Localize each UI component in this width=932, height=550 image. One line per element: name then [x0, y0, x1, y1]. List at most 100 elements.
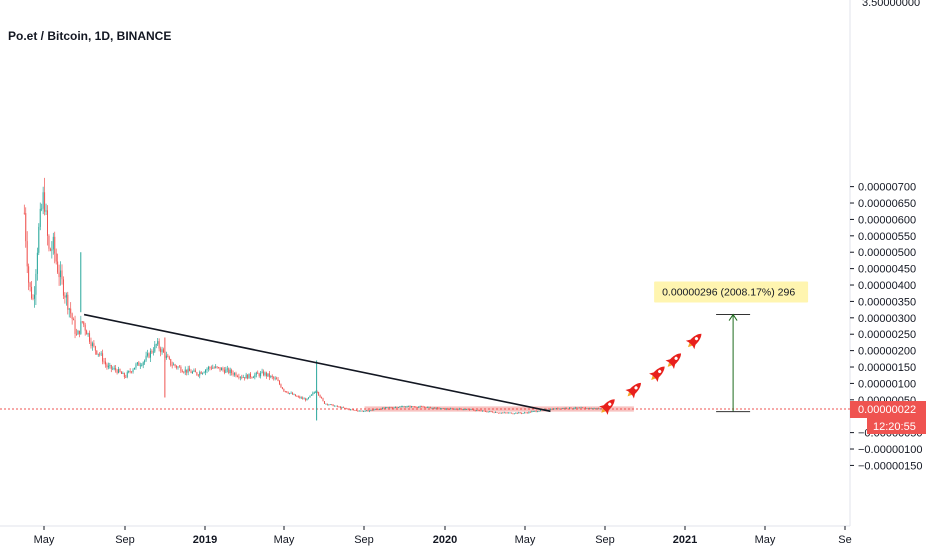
candle-body [161, 349, 163, 353]
time-axis[interactable]: May Sep 2019 May Sep 2020 May Sep 2021 May Se [34, 526, 852, 546]
x-tick-label: May [755, 534, 776, 546]
candle-body [290, 392, 292, 394]
candle-body [545, 409, 547, 410]
candle-body [104, 361, 106, 365]
candle-body [334, 405, 336, 407]
candle-body [81, 321, 83, 323]
candle-body [268, 373, 270, 378]
candle-body [155, 344, 157, 346]
candle-body [537, 411, 539, 413]
x-tick-label: May [515, 534, 536, 546]
candle-body [535, 410, 537, 412]
candle-body [331, 404, 333, 406]
candle-body [550, 409, 552, 410]
candle-body [91, 343, 93, 347]
candle-body [332, 404, 334, 407]
candle-body [228, 368, 230, 373]
rocket-body [628, 382, 641, 396]
candle-body [458, 408, 460, 410]
candle-body [461, 409, 463, 410]
candle-body [157, 341, 159, 345]
candle-body [503, 412, 505, 414]
candle-body [519, 412, 521, 414]
candle-body [350, 409, 352, 411]
candle-body [357, 410, 359, 412]
candle-body [260, 372, 262, 377]
candle-body [73, 319, 75, 321]
candle-body [276, 378, 278, 380]
candle-body [492, 411, 494, 413]
candle-body [373, 409, 375, 411]
candle-body [245, 374, 247, 379]
candle-body [219, 367, 221, 371]
y-tick-label: 0.00000500 [858, 247, 916, 259]
candle-body [94, 346, 96, 351]
candle-body [122, 373, 124, 374]
candle-body [444, 408, 446, 410]
candle-body [102, 353, 104, 362]
candle-body [365, 410, 367, 412]
candle-body [557, 408, 559, 410]
candle-body [510, 412, 512, 414]
candle-body [210, 367, 212, 369]
candle-body [209, 367, 211, 368]
candle-body [447, 408, 449, 410]
candle-body [68, 308, 70, 310]
candle-body [451, 408, 453, 410]
candle-body [322, 398, 324, 402]
candle-body [162, 349, 164, 353]
candle-body [476, 410, 478, 412]
y-tick-label: 0.00000350 [858, 296, 916, 308]
candle-body [112, 368, 114, 370]
candle-body [194, 370, 196, 373]
candle-body [464, 409, 466, 411]
candle-body [445, 408, 447, 410]
candle-body [558, 408, 560, 410]
candle-body [505, 412, 507, 414]
candle-body [71, 313, 73, 320]
x-tick-label: 2019 [193, 534, 217, 546]
candle-body [442, 408, 444, 410]
rocket-fins [649, 372, 659, 383]
candle-body [52, 236, 54, 250]
candle-body [521, 412, 523, 414]
candle-body [495, 412, 497, 413]
candle-body [448, 409, 450, 410]
candle-body [293, 394, 295, 396]
price-axis[interactable]: 0.00000700 0.00000650 0.00000600 0.00000550… [850, 182, 926, 473]
candle-body [212, 367, 214, 369]
candle-body [531, 411, 533, 413]
candle-body [574, 407, 576, 409]
rocket-window [658, 369, 662, 374]
drawings-layer[interactable]: 0.00000296 (2008.17%) 296 [83, 281, 809, 417]
candle-body [151, 350, 153, 353]
rocket-fins [665, 359, 676, 369]
candle-body [62, 279, 64, 296]
candle-body [452, 408, 454, 410]
candle-body [294, 394, 296, 397]
candle-body [160, 348, 162, 353]
candle-body [339, 406, 341, 408]
candle-body [431, 407, 433, 409]
candle-body [421, 406, 423, 408]
x-tick-label: May [274, 534, 295, 546]
candle-body [123, 373, 125, 378]
candle-body [439, 408, 441, 410]
candle-body [534, 410, 536, 412]
candle-body [74, 320, 76, 334]
candle-body [474, 410, 476, 412]
candle-body [302, 397, 304, 399]
candle-body [267, 373, 269, 377]
candle-body [473, 409, 475, 411]
candle-body [437, 407, 439, 409]
candle-body [184, 369, 186, 373]
candle-body [126, 372, 128, 378]
candle-body [457, 409, 459, 410]
y-tick-label: 0.00000200 [858, 346, 916, 358]
candle-body [249, 373, 251, 378]
candle-body [319, 394, 321, 398]
rocket-window [694, 337, 699, 341]
candle-body [80, 321, 82, 334]
